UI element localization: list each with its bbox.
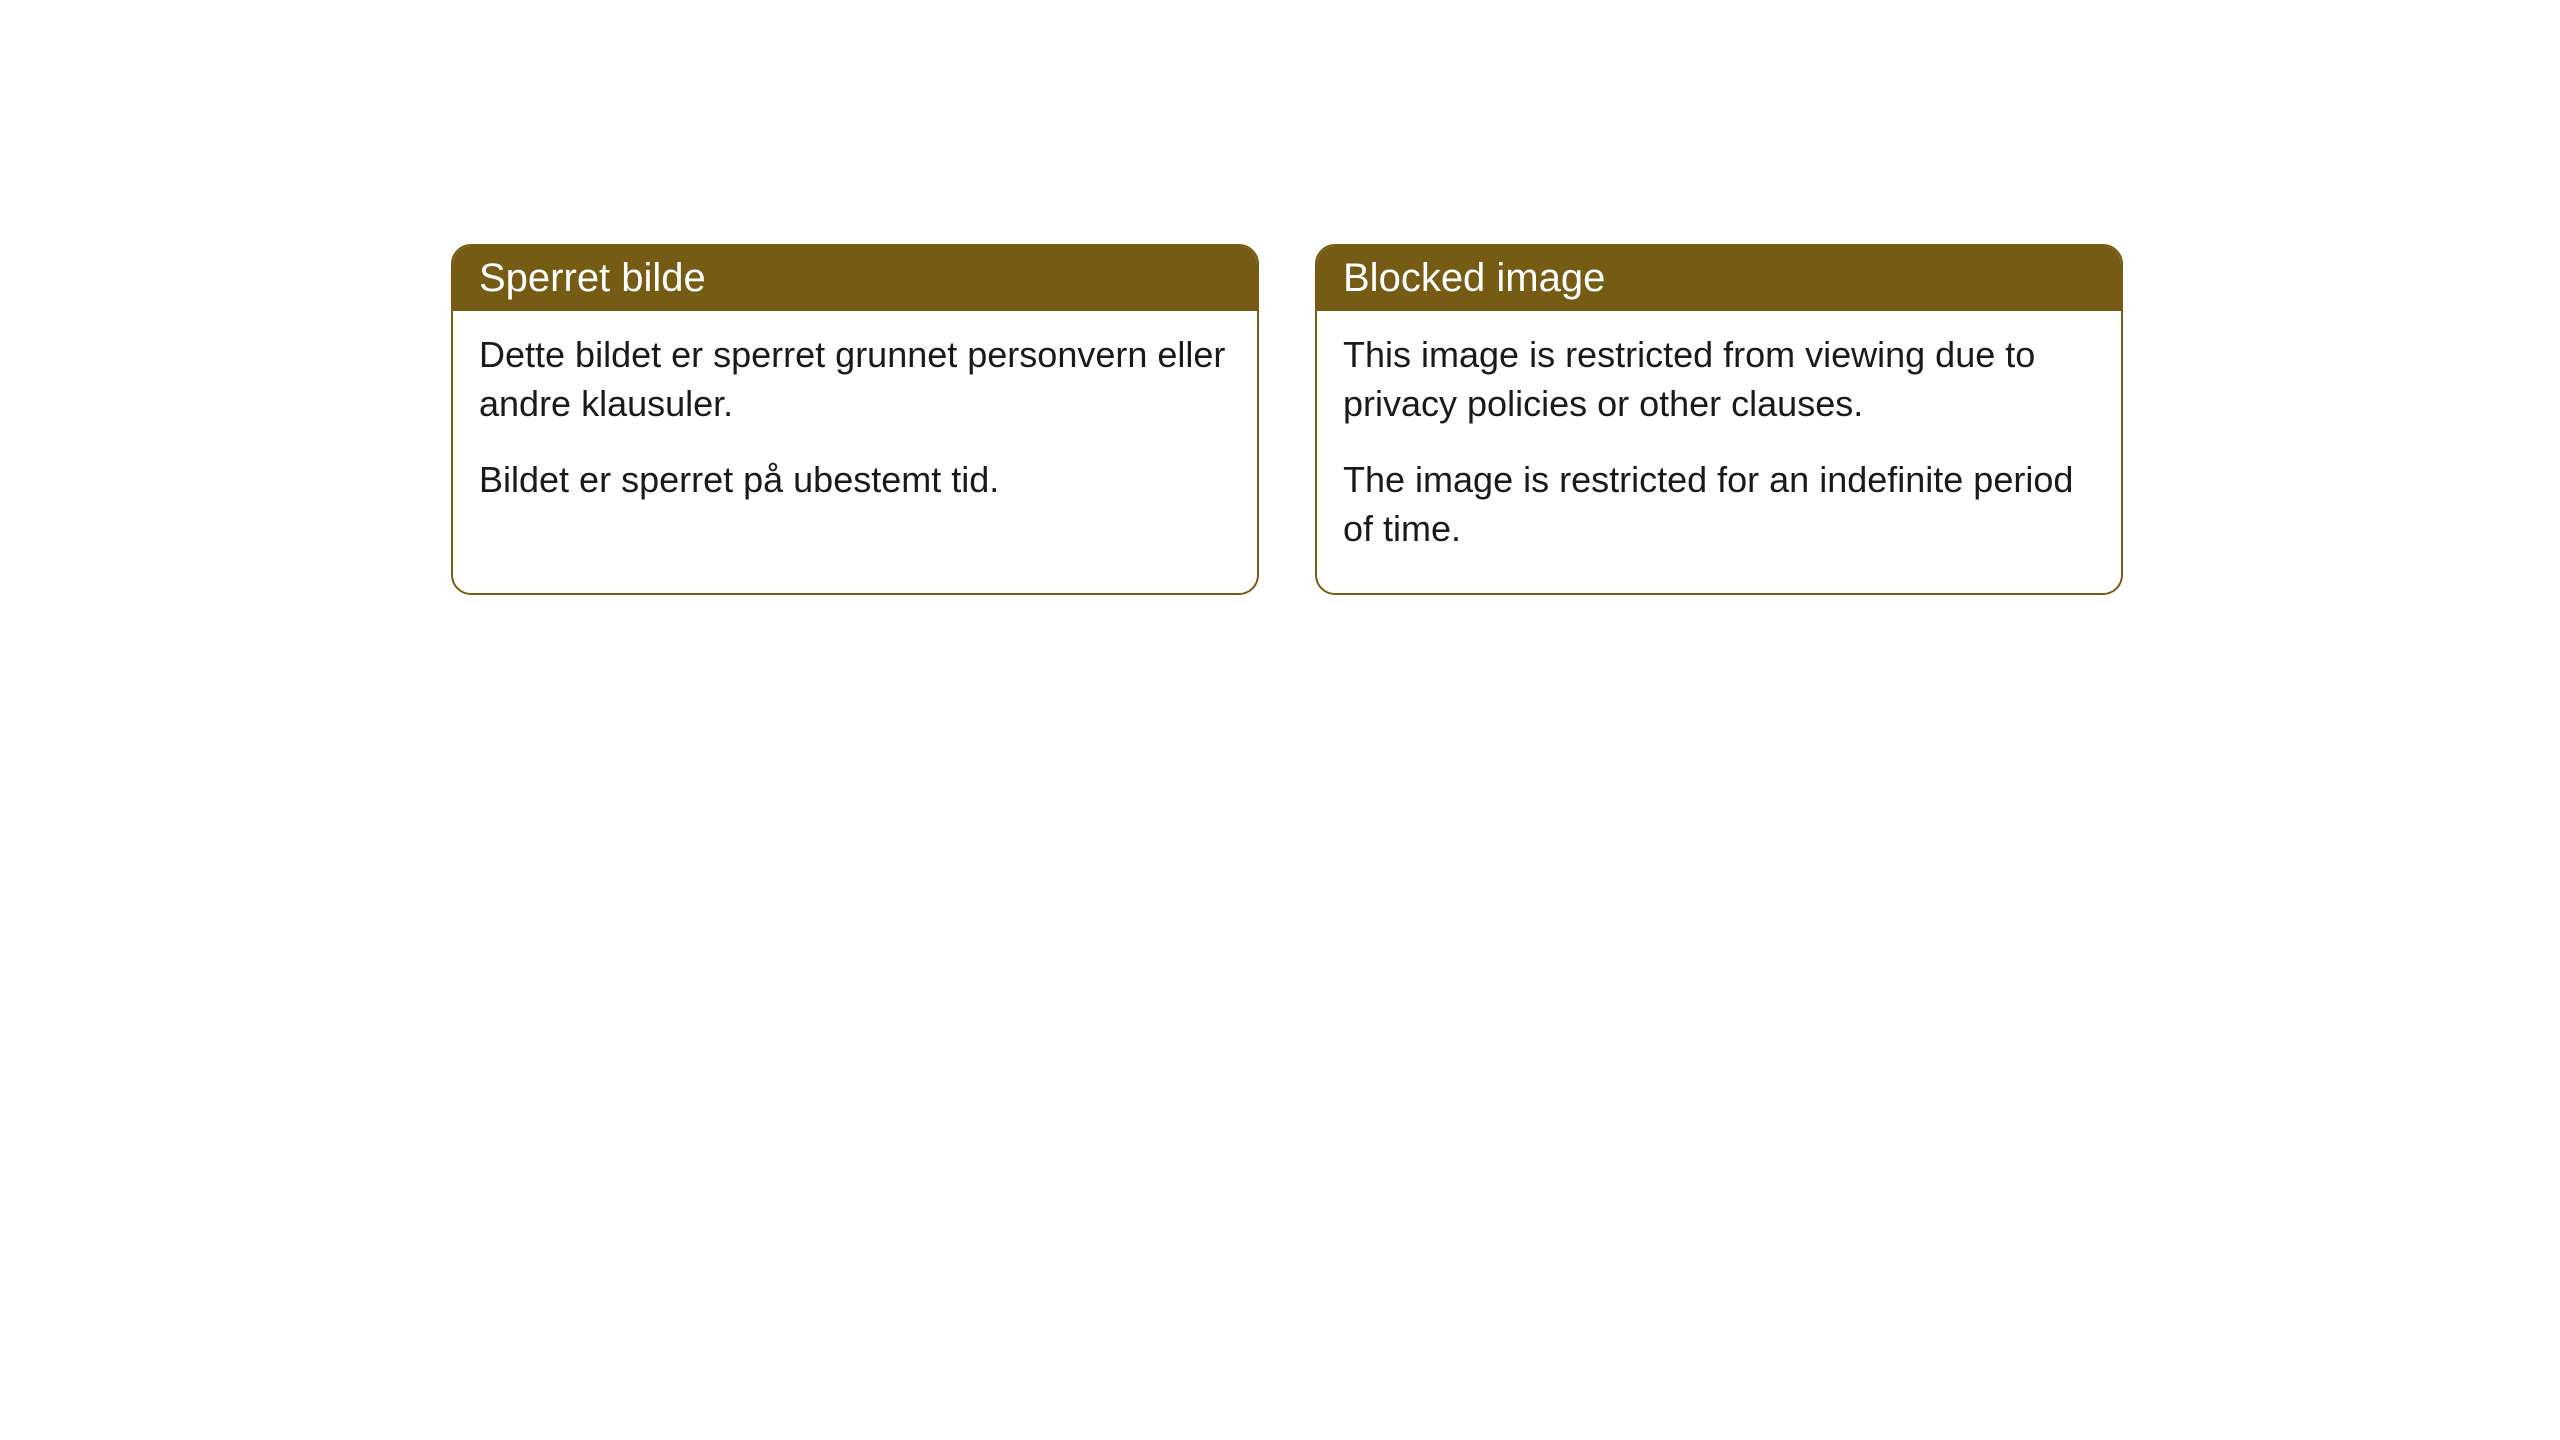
card-header-no: Sperret bilde [453, 246, 1257, 311]
card-body-en: This image is restricted from viewing du… [1317, 311, 2121, 593]
card-paragraph-en-1: This image is restricted from viewing du… [1343, 331, 2095, 428]
blocked-image-card-en: Blocked image This image is restricted f… [1315, 244, 2123, 595]
card-header-en: Blocked image [1317, 246, 2121, 311]
card-paragraph-no-1: Dette bildet er sperret grunnet personve… [479, 331, 1231, 428]
blocked-image-card-no: Sperret bilde Dette bildet er sperret gr… [451, 244, 1259, 595]
card-paragraph-en-2: The image is restricted for an indefinit… [1343, 456, 2095, 553]
notice-container: Sperret bilde Dette bildet er sperret gr… [0, 0, 2560, 595]
card-paragraph-no-2: Bildet er sperret på ubestemt tid. [479, 456, 1231, 505]
card-body-no: Dette bildet er sperret grunnet personve… [453, 311, 1257, 545]
